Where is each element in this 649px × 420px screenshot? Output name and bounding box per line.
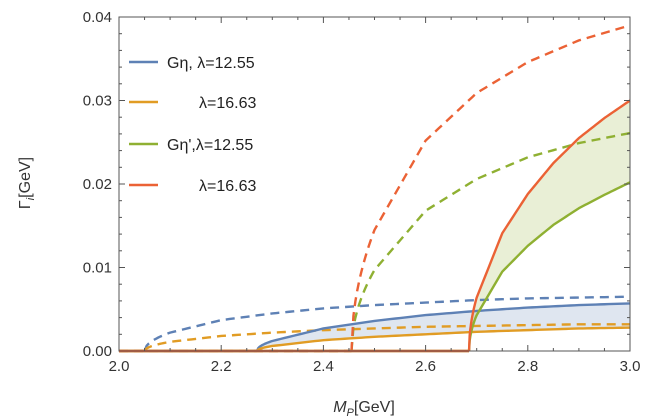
x-tick-label: 2.8 [517, 358, 538, 375]
legend: Gη, λ=12.55 λ=16.63 Gη',λ=12.55 λ=16.63 [129, 55, 256, 195]
x-tick-label: 2.2 [211, 358, 232, 375]
x-tick-label: 2.6 [415, 358, 436, 375]
legend-label-1: λ=16.63 [199, 95, 256, 112]
band-1 [469, 100, 630, 351]
legend-label-3: λ=16.63 [199, 178, 256, 195]
x-axis-title: MP[GeV] [333, 399, 395, 419]
y-tick-label: 0.03 [83, 93, 112, 110]
series-line-1 [256, 326, 631, 352]
y-tick-label: 0.01 [83, 260, 112, 277]
series-line-7 [350, 24, 631, 352]
series-line-2 [143, 295, 631, 352]
series-layer [143, 24, 631, 352]
y-axis-title: Γi[GeV] [17, 157, 37, 209]
x-tick-label: 2.0 [109, 358, 130, 375]
series-line-6 [350, 131, 631, 352]
ticks-layer: 2.0 2.2 2.4 2.6 2.8 3.0 0.00 0.01 0.02 0.03 0.04 [83, 9, 641, 375]
legend-label-0: Gη, λ=12.55 [167, 55, 255, 72]
series-line-4 [467, 181, 631, 352]
series-line-0 [255, 302, 631, 352]
y-tick-label: 0.00 [83, 343, 112, 360]
series-line-5 [467, 99, 631, 352]
y-tick-label: 0.02 [83, 176, 112, 193]
x-tick-label: 2.4 [313, 358, 334, 375]
y-tick-label: 0.04 [83, 9, 112, 26]
legend-label-2: Gη',λ=12.55 [167, 137, 253, 154]
series-line-3 [143, 323, 630, 352]
x-tick-label: 3.0 [620, 358, 641, 375]
